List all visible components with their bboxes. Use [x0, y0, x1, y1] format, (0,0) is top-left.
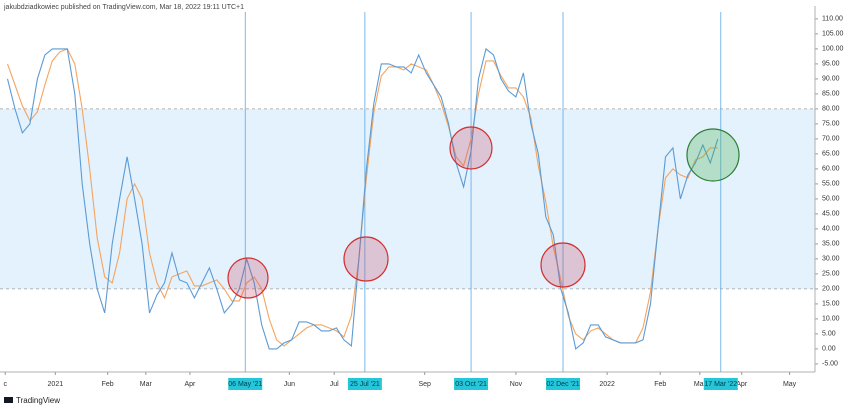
- y-tick-label: 55.00: [822, 181, 840, 188]
- y-tick-label: 90.00: [822, 76, 840, 83]
- annotation-circle: [540, 242, 586, 288]
- y-tick-label: 40.00: [822, 226, 840, 233]
- y-tick-label: 25.00: [822, 271, 840, 278]
- y-tick-label: 0.00: [822, 346, 836, 353]
- x-tick-label: 2022: [599, 381, 615, 388]
- y-tick-label: 20.00: [822, 286, 840, 293]
- logo: TradingView: [4, 396, 60, 405]
- y-tick-label: 95.00: [822, 61, 840, 68]
- header: jakubdziadkowiec published on TradingVie…: [3, 4, 244, 11]
- x-tick-label: Mar: [140, 381, 153, 388]
- y-tick-label: 105.00: [822, 31, 844, 38]
- date-marker-box: [454, 378, 489, 390]
- plot-area: 110.00 105.00 100.00 95.00 90.00 85.00 80.00 75…: [0, 6, 844, 390]
- y-tick-label: 15.00: [822, 301, 840, 308]
- y-tick-label: 75.00: [822, 121, 840, 128]
- annotation-circle: [686, 128, 740, 182]
- y-tick-label: 5.00: [822, 331, 836, 338]
- x-tick-label: Feb: [654, 381, 666, 388]
- date-marker-box: [228, 378, 263, 390]
- y-tick-label: 85.00: [822, 91, 840, 98]
- y-tick-label: 65.00: [822, 151, 840, 158]
- x-tick-label: May: [783, 381, 797, 388]
- x-tick-label: Jun: [284, 381, 295, 388]
- annotation-circle: [227, 257, 269, 299]
- x-tick-label: Sep: [418, 381, 431, 388]
- x-tick-label: Nov: [510, 381, 523, 388]
- y-tick-label: 50.00: [822, 196, 840, 203]
- date-marker-label: 17 Mar '22: [704, 381, 737, 388]
- y-tick-label: 60.00: [822, 166, 840, 173]
- y-tick-label: 45.00: [822, 211, 840, 218]
- x-tick-label: 2021: [48, 381, 64, 388]
- x-tick-label: Jul: [330, 381, 339, 388]
- x-tick-label: Feb: [102, 381, 114, 388]
- y-tick-label: 110.00: [822, 16, 843, 23]
- y-tick-label: 100.00: [822, 46, 844, 53]
- x-tick-label: Apr: [736, 381, 748, 388]
- y-tick-label: 30.00: [822, 256, 840, 263]
- x-tick-label: c: [3, 381, 7, 388]
- y-tick-label: -5.00: [822, 361, 838, 368]
- band: [0, 108, 815, 289]
- y-tick-label: 70.00: [822, 136, 840, 143]
- annotation-circle: [343, 236, 389, 282]
- x-tick-label: Apr: [184, 381, 196, 388]
- footer: TradingView: [16, 396, 60, 405]
- date-marker-box: [703, 378, 738, 390]
- annotation-circle: [449, 126, 493, 170]
- y-tick-label: 80.00: [822, 106, 840, 113]
- y-tick-label: 10.00: [822, 316, 840, 323]
- y-tick-label: 35.00: [822, 241, 840, 248]
- series-line: [6, 47, 719, 350]
- date-marker-label: 02 Dec '21: [546, 381, 579, 388]
- x-tick-label: Mar: [694, 381, 707, 388]
- date-marker-label: 03 Oct '21: [455, 381, 487, 388]
- date-marker-label: 06 May '21: [228, 381, 262, 388]
- date-marker-label: 25 Jul '21: [350, 381, 380, 388]
- date-marker-box: [347, 378, 382, 390]
- date-marker-box: [546, 378, 581, 390]
